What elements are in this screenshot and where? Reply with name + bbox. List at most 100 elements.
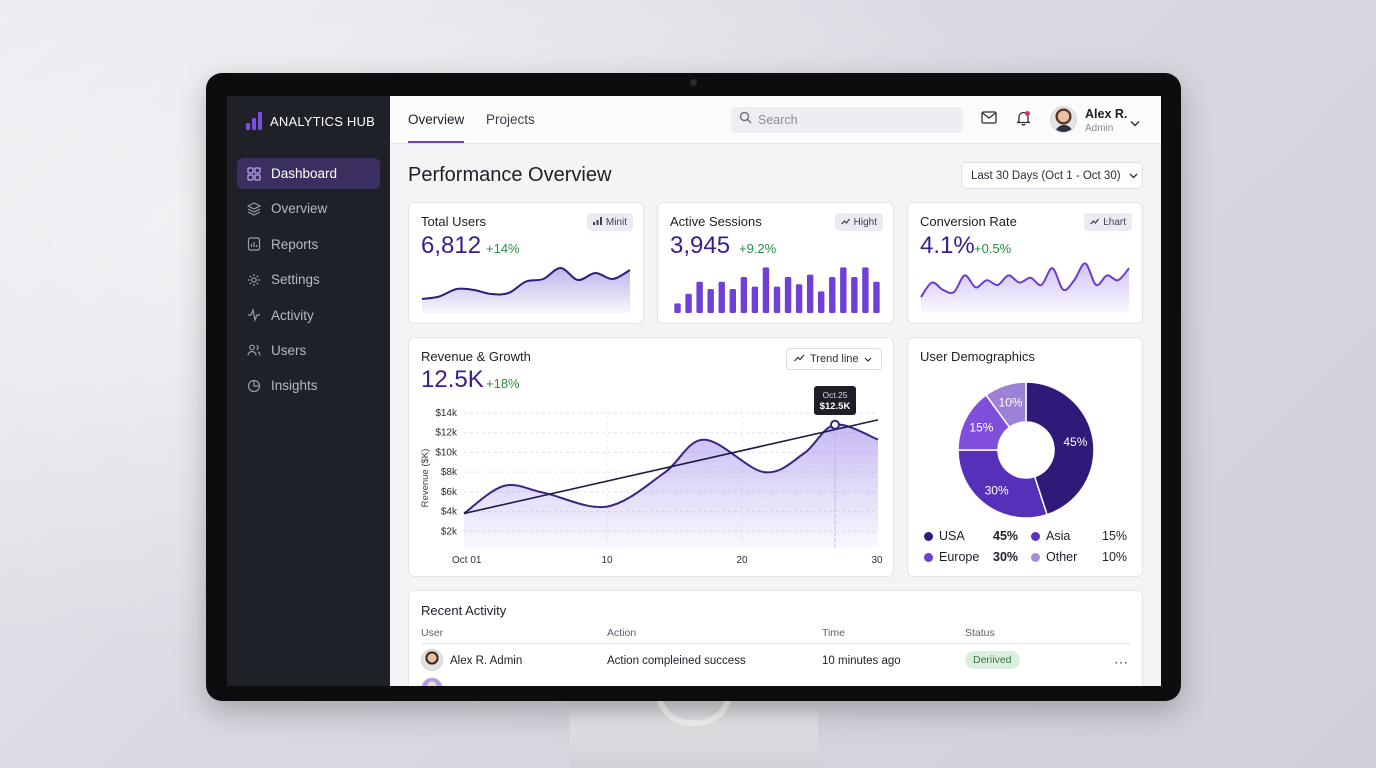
sidebar-item-activity[interactable]: Activity (237, 300, 380, 331)
revenue-delta: +18% (486, 376, 520, 391)
x-tick-label: 10 (601, 555, 613, 566)
bar (773, 286, 781, 313)
kpi-value: 3,945 (670, 232, 731, 259)
bar (696, 281, 703, 313)
table-row[interactable]: Alex R. Admin Action compleined success … (409, 647, 1141, 675)
avatar[interactable] (1050, 106, 1077, 133)
y-tick-label: $12k (435, 428, 458, 439)
legend-dot (924, 531, 933, 541)
y-tick-label: $2k (441, 526, 458, 537)
legend-value: 30% (993, 550, 1019, 564)
legend-label: Europe (939, 550, 980, 564)
sidebar-item-insights[interactable]: Insights (237, 370, 380, 401)
sidebar-item-overview[interactable]: Overview (237, 193, 380, 224)
legend-value: 45% (993, 529, 1019, 543)
trend-line-dropdown[interactable]: Trend line (786, 348, 882, 370)
legend-dot (1031, 531, 1040, 541)
notifications-button[interactable] (1014, 111, 1032, 129)
tab-overview[interactable]: Overview (408, 112, 465, 127)
sparkline-line (920, 262, 1130, 298)
notification-badge (1025, 111, 1030, 116)
legend-label: Asia (1046, 529, 1071, 543)
column-header-time[interactable]: Time (822, 627, 845, 639)
recent-activity-card: Recent Activity User Action Time Status … (408, 590, 1143, 686)
sparkline-line (421, 266, 631, 300)
donut-slice-other (984, 381, 1027, 429)
chevron-down-icon[interactable] (1130, 114, 1140, 132)
column-header-status[interactable]: Status (965, 627, 995, 639)
kpi-chip-label: Minit (605, 216, 627, 228)
more-options-icon[interactable]: ⋯ (1114, 654, 1129, 670)
total-users-sparkline (421, 266, 631, 313)
sidebar-item-label: Insights (271, 378, 318, 394)
active-tab-indicator (408, 141, 464, 143)
user-role: Admin (1085, 123, 1114, 134)
date-range-select[interactable]: Last 30 Days (Oct 1 - Oct 30) (961, 162, 1143, 189)
trend-icon (840, 217, 850, 228)
sidebar-item-dashboard[interactable]: Dashboard (237, 158, 380, 189)
mail-button[interactable] (980, 111, 998, 129)
user-demographics-card: User Demographics 45% 30% 15% 10% USA 45% A… (907, 337, 1143, 577)
pie-icon (247, 379, 261, 393)
bar (685, 293, 692, 313)
kpi-value: 6,812 (421, 232, 482, 259)
users-icon (247, 343, 261, 357)
kpi-card-conversion-rate: Conversion Rate Ŀhart 4.1% +0.5% (907, 202, 1143, 324)
gear-icon (247, 273, 261, 287)
sidebar-item-settings[interactable]: Settings (237, 264, 380, 295)
x-tick-label: Oct 01 (452, 555, 482, 566)
brand-logo-icon (246, 112, 262, 130)
legend-value: 10% (1102, 550, 1128, 564)
column-header-user[interactable]: User (421, 627, 444, 639)
bar (806, 274, 814, 313)
grid-icon (247, 166, 261, 181)
cell-user: Alex R. Admin (450, 655, 523, 667)
trend-line-label: Trend line (810, 353, 859, 365)
layers-icon (247, 202, 261, 216)
bar (729, 289, 736, 313)
slice-label: 30% (985, 483, 1009, 497)
search-input[interactable] (758, 113, 948, 127)
bar (829, 277, 836, 313)
y-tick-label: $4k (441, 507, 458, 518)
y-tick-label: $10k (435, 447, 458, 458)
sidebar-item-label: Settings (271, 272, 320, 288)
y-axis-label: Revenue ($K) (420, 449, 431, 508)
brand[interactable]: ANALYTICS HUB (246, 110, 375, 132)
x-tick-label: 20 (736, 555, 748, 566)
kpi-chip[interactable]: Minit (586, 213, 633, 231)
cell-time: 10 minutes ago (822, 655, 901, 667)
bar (818, 291, 825, 313)
bar (795, 284, 803, 313)
chart-tooltip: Oct.25 $12.5K (814, 386, 856, 415)
avatar (421, 649, 443, 671)
legend-item-asia: Asia (1031, 529, 1070, 543)
sidebar-item-users[interactable]: Users (237, 335, 380, 366)
revenue-line-chart: Revenue ($K) $2k $4k $6k $8k $10k $12k $14k Oct… (420, 408, 883, 566)
trend-icon (1090, 217, 1100, 228)
brand-name: ANALYTICS HUB (270, 113, 375, 129)
tab-projects[interactable]: Projects (486, 112, 535, 127)
sidebar-item-reports[interactable]: Reports (237, 229, 380, 260)
kpi-chip[interactable]: Hight (834, 213, 883, 231)
column-header-action[interactable]: Action (607, 627, 637, 639)
revenue-title: Revenue & Growth (421, 349, 531, 364)
kpi-delta: +0.5% (974, 241, 1012, 256)
bar (751, 286, 759, 313)
kpi-chip[interactable]: Ŀhart (1084, 213, 1132, 231)
legend-item-other: Other (1031, 550, 1077, 564)
donut-slice-usa (1025, 381, 1095, 516)
active-sessions-bar-chart (674, 267, 880, 313)
table-row[interactable] (409, 675, 1141, 686)
demographics-title: User Demographics (920, 349, 1035, 364)
activity-title: Recent Activity (421, 603, 507, 618)
bar (740, 277, 748, 313)
search-box[interactable] (731, 107, 963, 133)
revenue-area (464, 424, 878, 548)
sparkline-area (921, 263, 1129, 313)
chevron-down-icon (1129, 170, 1138, 182)
bar (851, 277, 858, 313)
search-icon (739, 111, 752, 129)
demographics-donut-chart: 45% 30% 15% 10% (957, 381, 1095, 519)
tooltip-value: $12.5K (819, 401, 851, 412)
